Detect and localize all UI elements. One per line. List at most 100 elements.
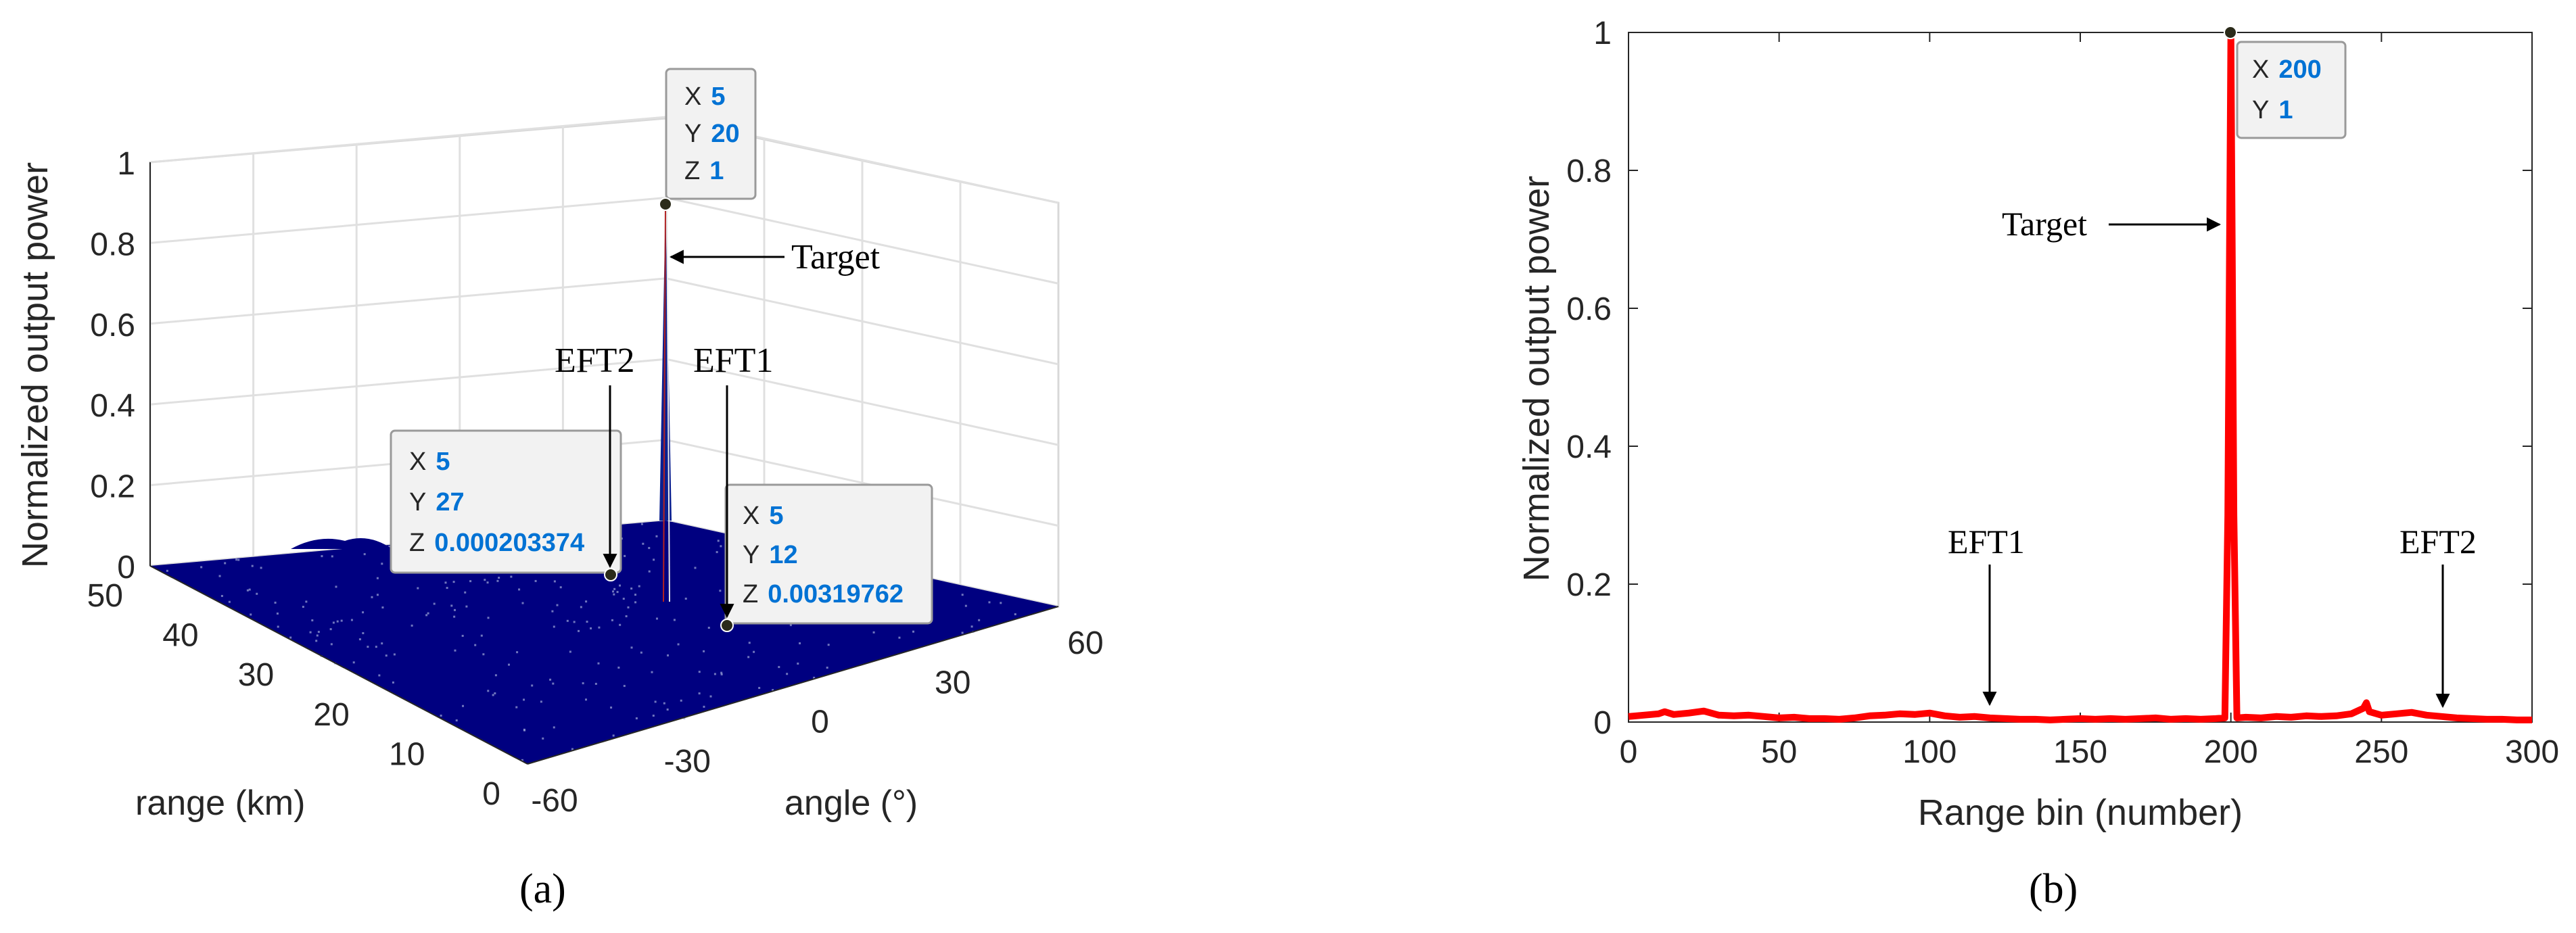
surface-speckle-dot [634,594,637,596]
x-tick-label: 200 [2204,734,2258,770]
svg-text:X5: X5 [743,502,784,530]
surface-speckle-dot [683,717,686,720]
surface-speckle-dot [260,567,262,569]
surface-speckle-dot [452,581,455,583]
surface-speckle-dot [553,580,556,583]
datatip-value: 5 [769,502,783,530]
y-tick-label: 0.6 [1566,291,1612,327]
surface-speckle-dot [961,631,964,634]
panel-a-label: (a) [519,866,566,912]
surface-speckle-dot [274,601,277,604]
surface-speckle-dot [703,705,705,708]
svg-text:Y27: Y 27 [409,488,465,517]
x-tick-label: 50 [1761,734,1797,770]
surface-speckle-dot [610,707,613,709]
surface-speckle-dot [375,646,377,648]
datatip-value: 0.00319762 [768,580,904,608]
surface-speckle-dot [362,611,365,614]
surface-speckle-dot [480,634,483,637]
surface-speckle-dot [642,542,645,545]
surface-speckle-dot [694,567,697,569]
surface-speckle-dot [582,682,584,685]
surface-speckle-dot [978,619,981,621]
x-axis-label-b: Range bin (number) [1918,792,2243,833]
datatip-value: 1 [2278,96,2293,124]
surface-speckle-dot [553,625,555,628]
datatip-value: 5 [711,82,725,111]
surface-speckle-dot [898,636,901,639]
surface-speckle-dot [515,706,518,709]
surface-speckle-dot [454,649,456,652]
surface-speckle-dot [569,650,571,653]
angle-tick-label: 0 [811,704,829,740]
surface-speckle-dot [521,759,523,761]
svg-text:Y1: Y1 [2252,96,2293,124]
z-tick-label: 0.6 [90,308,135,343]
surface-speckle-dot [464,591,467,594]
surface-speckle-dot [720,545,722,548]
surface-speckle-dot [492,694,494,696]
x-tick-label: 300 [2505,734,2559,770]
surface-speckle-dot [289,636,292,639]
surface-speckle-dot [748,642,751,644]
surface-speckle-dot [640,651,642,654]
surface-speckle-dot [433,602,436,605]
datatip-key: Y [409,488,426,517]
target-spike-edge [663,204,666,602]
y-tick-label: 1 [1593,16,1612,51]
surface-speckle-dot [612,734,615,737]
surface-speckle-dot [218,575,221,577]
surface-speckle-dot [494,692,496,695]
surface-speckle-dot [446,587,448,590]
datatip-value: 1 [709,157,724,185]
surface-speckle-dot [613,588,616,590]
surface-speckle-dot [622,598,625,600]
y-tick-label: 0.4 [1566,429,1612,465]
surface-speckle-dot [551,610,554,613]
surface-speckle-dot [358,638,361,641]
datatip-value: 0.000203374 [434,529,584,557]
surface-speckle-dot [747,656,750,659]
surface-speckle-dot [719,590,722,592]
surface-speckle-dot [276,613,279,615]
angle-tick-label: -30 [664,744,711,780]
surface-speckle-dot [378,674,381,677]
surface-speckle-dot [393,653,396,656]
surface-speckle-dot [498,577,500,579]
surface-speckle-dot [453,615,456,618]
datatip-marker-target [659,197,672,211]
surface-speckle-dot [617,666,620,669]
surface-speckle-dot [666,708,669,711]
surface-speckle-dot [362,632,365,635]
surface-speckle-dot [698,671,701,673]
surface-speckle-dot [521,602,524,604]
svg-text:Y20: Y 20 [684,120,740,148]
series-line [1628,29,2532,723]
surface-speckle-dot [315,640,318,642]
surface-speckle-dot [623,685,626,688]
surface-speckle-dot [465,605,468,608]
surface-speckle-dot [753,650,755,653]
datatip-value: 27 [436,488,464,517]
surface-speckle-dot [508,663,511,666]
surface-speckle-dot [624,554,626,557]
datatip-key: Y [684,120,701,148]
surface-speckle-dot [200,566,203,569]
datatip-key: X [2252,55,2269,84]
surface-speckle-dot [625,615,628,617]
range-tick-label: 10 [389,736,425,772]
surface-speckle-dot [716,551,718,554]
surface-speckle-dot [453,608,456,611]
surface-speckle-dot [827,644,830,646]
svg-text:Z0.000203374: Z 0.000203374 [409,529,584,557]
surface-speckle-dot [494,674,497,677]
surface-speckle-dot [585,600,588,603]
surface-speckle-dot [332,621,335,624]
surface-speckle-dot [573,621,576,623]
